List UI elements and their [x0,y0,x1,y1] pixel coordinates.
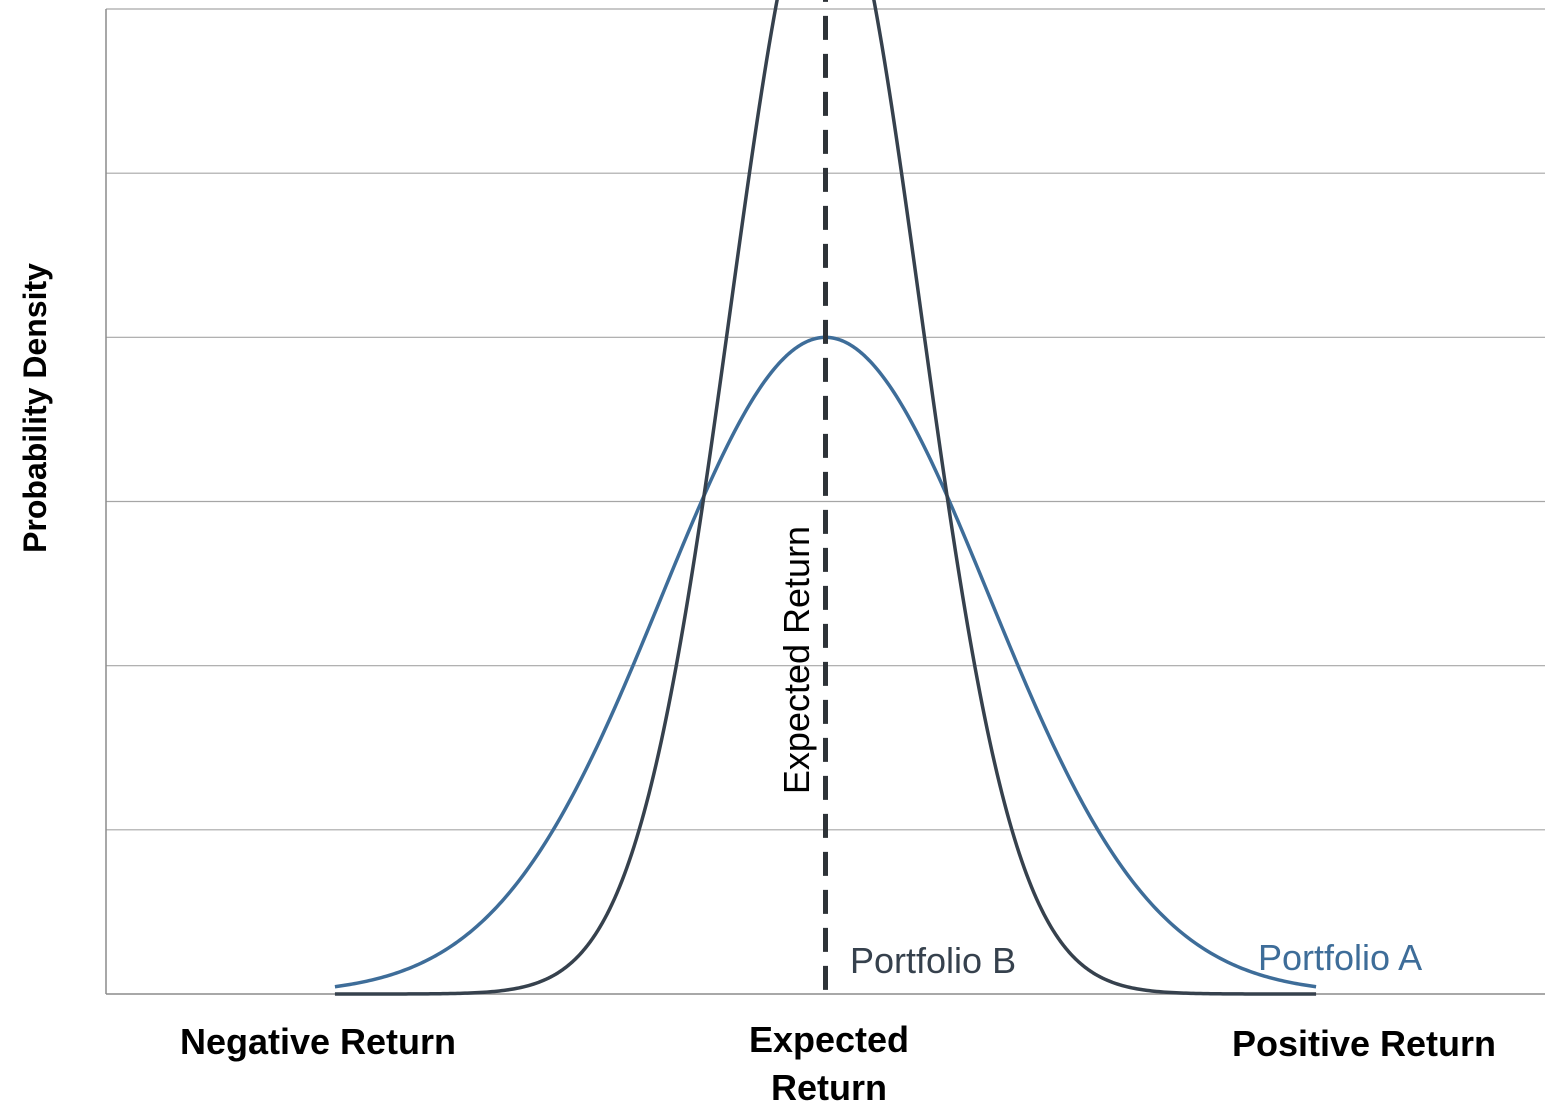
x-tick-label-expected-line1: Expected [749,1019,909,1060]
y-axis-label: Probability Density [17,263,53,553]
series-label-portfolio-a: Portfolio A [1258,937,1422,978]
expected-return-line-label: Expected Return [776,526,817,794]
series-label-portfolio-b: Portfolio B [850,940,1016,981]
x-tick-label-expected-line2: Return [771,1067,887,1106]
x-tick-label-positive: Positive Return [1232,1023,1496,1064]
x-tick-label-negative: Negative Return [180,1021,456,1062]
series-curve-portfolio-b [334,0,1317,996]
